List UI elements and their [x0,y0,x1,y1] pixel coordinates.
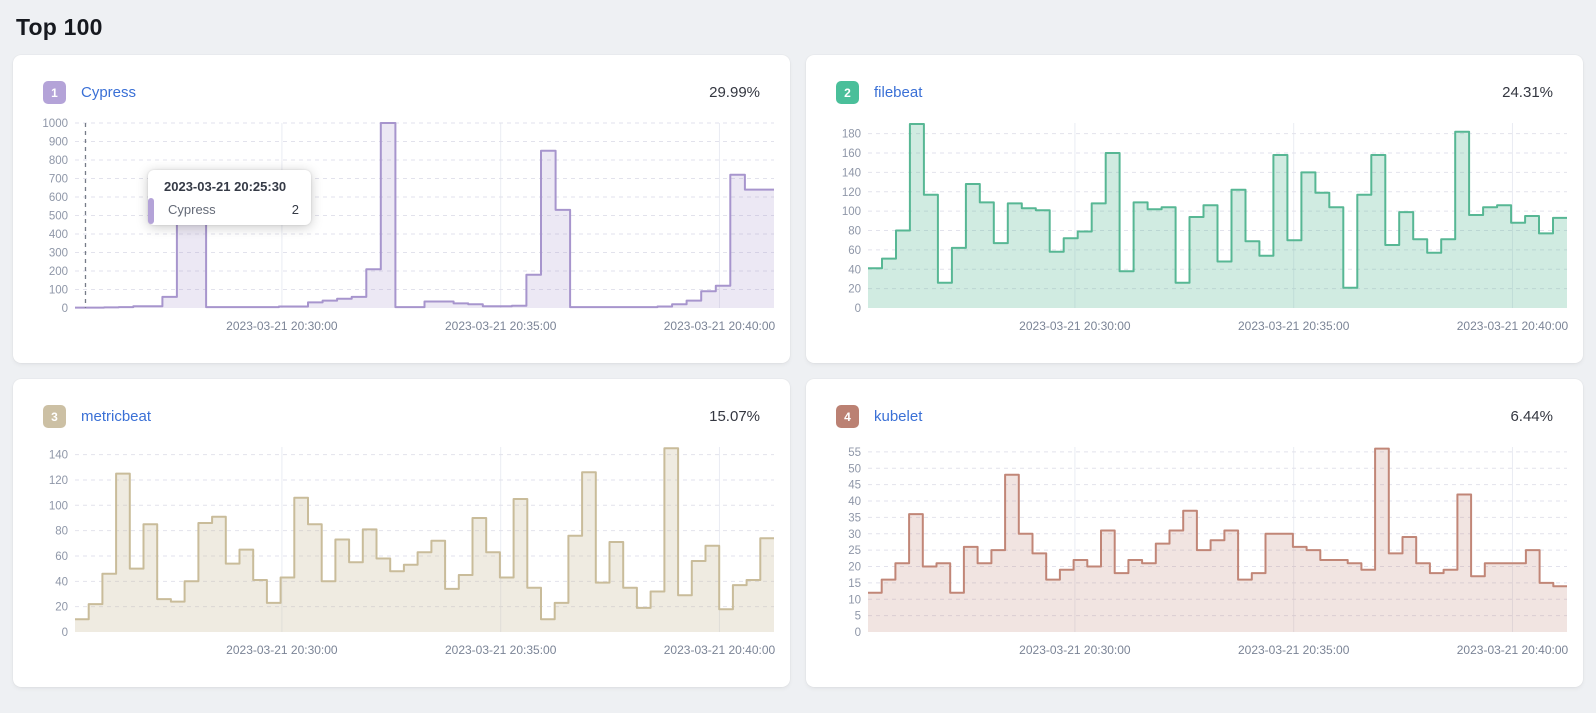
rank-badge: 2 [836,81,859,104]
svg-text:0: 0 [855,627,861,639]
svg-text:45: 45 [848,480,861,492]
svg-text:35: 35 [848,512,861,524]
svg-text:900: 900 [49,137,68,149]
svg-text:2023-03-21 20:35:00: 2023-03-21 20:35:00 [445,319,557,333]
chart-card-kubelet: 4 kubelet 6.44% 0 5 10 15 20 25 30 35 40 45 50 55 20… [806,379,1583,687]
tooltip-series-value: 2 [291,202,299,217]
svg-text:25: 25 [848,545,861,557]
svg-text:55: 55 [848,447,861,459]
charts-grid: 1 Cypress 29.99% 0 100 200 300 400 500 600 700 8… [13,55,1583,687]
chart-card-filebeat: 2 filebeat 24.31% 0 20 40 60 80 100 120 140 160 1… [806,55,1583,363]
svg-text:30: 30 [848,529,861,541]
chart-tooltip: 2023-03-21 20:25:30 Cypress 2 [148,170,311,225]
svg-text:5: 5 [855,611,861,623]
filebeat-step-area-chart[interactable]: 0 20 40 60 80 100 120 140 160 180 2023-03-21 20:30… [820,116,1569,352]
svg-text:2023-03-21 20:35:00: 2023-03-21 20:35:00 [1238,643,1350,657]
svg-text:0: 0 [62,303,68,315]
svg-text:2023-03-21 20:35:00: 2023-03-21 20:35:00 [1238,319,1350,333]
svg-text:1000: 1000 [42,118,68,130]
svg-text:140: 140 [842,167,861,179]
svg-text:180: 180 [842,129,861,141]
series-link-metricbeat[interactable]: metricbeat [81,408,152,425]
svg-text:60: 60 [848,245,861,257]
svg-text:2023-03-21 20:30:00: 2023-03-21 20:30:00 [1019,643,1131,657]
tooltip-timestamp: 2023-03-21 20:25:30 [164,179,287,194]
svg-text:100: 100 [49,500,68,512]
svg-text:15: 15 [848,578,861,590]
svg-text:2023-03-21 20:30:00: 2023-03-21 20:30:00 [226,643,338,657]
svg-text:120: 120 [49,475,68,487]
metricbeat-step-area-chart[interactable]: 0 20 40 60 80 100 120 140 2023-03-21 20:30:00 202… [27,440,776,676]
svg-text:400: 400 [49,229,68,241]
rank-badge: 4 [836,405,859,428]
svg-text:2023-03-21 20:30:00: 2023-03-21 20:30:00 [226,319,338,333]
svg-text:2023-03-21 20:40:00: 2023-03-21 20:40:00 [664,643,776,657]
svg-text:50: 50 [848,463,861,475]
svg-text:700: 700 [49,174,68,186]
top-100-page: Top 100 1 Cypress 29.99% 0 100 200 300 400 50… [13,14,1583,687]
svg-text:0: 0 [62,627,68,639]
svg-text:40: 40 [848,264,861,276]
svg-text:200: 200 [49,266,68,278]
svg-text:140: 140 [49,450,68,462]
svg-text:2023-03-21 20:30:00: 2023-03-21 20:30:00 [1019,319,1131,333]
percent-value: 24.31% [1502,84,1553,101]
cypress-step-area-chart[interactable]: 0 100 200 300 400 500 600 700 800 900 1000 2023-03-… [27,116,776,352]
svg-text:0: 0 [855,303,861,315]
card-header: 3 metricbeat 15.07% [13,379,790,428]
svg-text:300: 300 [49,248,68,260]
svg-text:60: 60 [55,551,68,563]
card-header: 4 kubelet 6.44% [806,379,1583,428]
tooltip-series-row: Cypress 2 [148,198,299,224]
rank-badge: 1 [43,81,66,104]
series-marker-icon [148,198,154,224]
card-header: 2 filebeat 24.31% [806,55,1583,104]
svg-text:160: 160 [842,148,861,160]
chart-area[interactable]: 0 5 10 15 20 25 30 35 40 45 50 55 2023-03-21 20:30:0… [820,440,1569,676]
chart-card-cypress: 1 Cypress 29.99% 0 100 200 300 400 500 600 700 8… [13,55,790,363]
svg-text:2023-03-21 20:35:00: 2023-03-21 20:35:00 [445,643,557,657]
svg-text:2023-03-21 20:40:00: 2023-03-21 20:40:00 [664,319,776,333]
chart-area[interactable]: 0 20 40 60 80 100 120 140 2023-03-21 20:30:00 202… [27,440,776,676]
card-header: 1 Cypress 29.99% [13,55,790,104]
svg-text:100: 100 [842,206,861,218]
svg-text:20: 20 [55,602,68,614]
svg-text:40: 40 [848,496,861,508]
chart-area[interactable]: 0 100 200 300 400 500 600 700 800 900 1000 2023-03-… [27,116,776,352]
kubelet-step-area-chart[interactable]: 0 5 10 15 20 25 30 35 40 45 50 55 2023-03-21 20:30:0… [820,440,1569,676]
rank-badge: 3 [43,405,66,428]
series-link-filebeat[interactable]: filebeat [874,84,923,101]
percent-value: 15.07% [709,408,760,425]
page-title: Top 100 [16,14,103,40]
series-link-kubelet[interactable]: kubelet [874,408,923,425]
svg-text:2023-03-21 20:40:00: 2023-03-21 20:40:00 [1457,319,1569,333]
percent-value: 6.44% [1510,408,1553,425]
chart-area[interactable]: 0 20 40 60 80 100 120 140 160 180 2023-03-21 20:30… [820,116,1569,352]
svg-text:40: 40 [55,576,68,588]
svg-text:600: 600 [49,192,68,204]
svg-text:800: 800 [49,155,68,167]
svg-text:80: 80 [55,526,68,538]
series-link-cypress[interactable]: Cypress [81,84,137,101]
svg-text:20: 20 [848,562,861,574]
chart-card-metricbeat: 3 metricbeat 15.07% 0 20 40 60 80 100 120 140 20… [13,379,790,687]
svg-text:500: 500 [49,211,68,223]
svg-text:20: 20 [848,284,861,296]
svg-text:10: 10 [848,594,861,606]
svg-text:120: 120 [842,187,861,199]
svg-text:100: 100 [49,285,68,297]
svg-text:2023-03-21 20:40:00: 2023-03-21 20:40:00 [1457,643,1569,657]
svg-text:80: 80 [848,226,861,238]
percent-value: 29.99% [709,84,760,101]
tooltip-series-name: Cypress [168,202,216,217]
